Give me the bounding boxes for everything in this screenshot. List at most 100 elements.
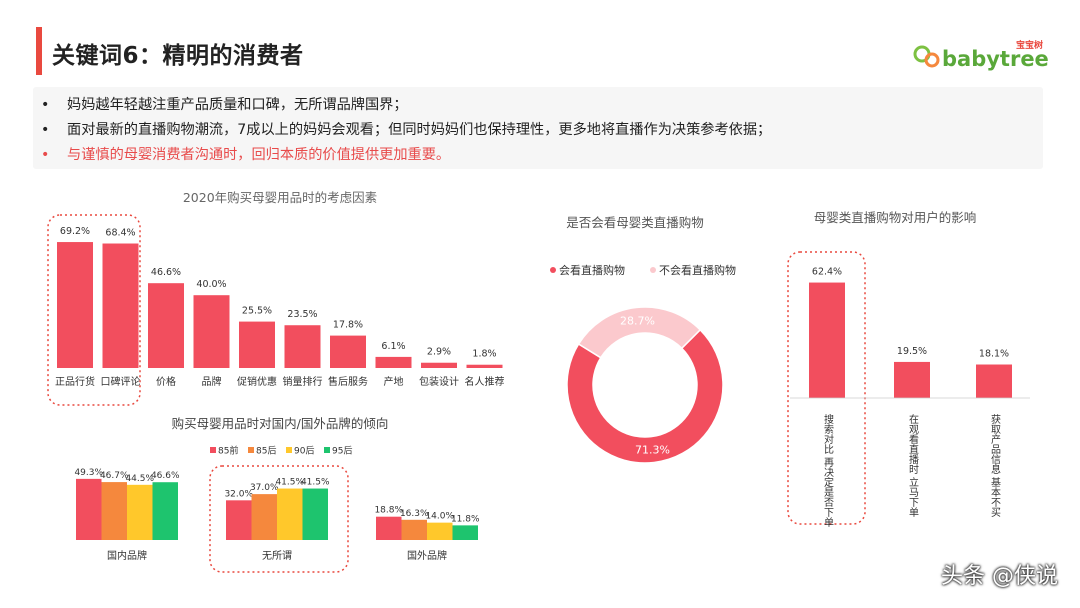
bullet-text: 妈妈越年轻越注重产品质量和口碑，无所谓品牌国界； <box>67 97 408 113</box>
data-label: 41.5% <box>275 478 304 488</box>
legend-swatch <box>248 447 254 453</box>
donut-slice <box>566 328 724 464</box>
bullet-text: 面对最新的直播购物潮流，7成以上的妈妈会观看；但同时妈妈们也保持理性，更多地将直… <box>67 122 772 138</box>
bar <box>101 482 127 540</box>
logo-text-en: babytree <box>942 47 1049 71</box>
tick-label: 销量排行 <box>283 375 323 388</box>
legend-swatch <box>324 447 330 453</box>
livestream-watch-donut-chart: 是否会看母婴类直播购物 会看直播购物 不会看直播购物 71.3% 28.7% <box>550 215 736 464</box>
bar <box>376 516 402 540</box>
bar <box>76 478 102 540</box>
highlight-box <box>209 465 349 573</box>
tick-label: 国内品牌 <box>107 549 147 562</box>
tick-label: 促销优惠 <box>237 375 277 388</box>
legend-swatch <box>650 267 656 273</box>
tick-label: 口碑评论 <box>101 375 141 388</box>
title-accent-bar <box>36 27 42 75</box>
data-label: 68.4% <box>105 228 135 239</box>
data-label: 32.0% <box>224 489 253 499</box>
data-label: 46.6% <box>151 267 181 278</box>
data-label: 69.2% <box>60 226 90 237</box>
data-label: 41.5% <box>301 478 330 488</box>
highlight-box <box>787 251 866 525</box>
tick-label: 价格 <box>156 375 176 388</box>
page-title: 关键词6：精明的消费者 <box>52 43 304 69</box>
logo-text-cn: 宝宝树 <box>1016 39 1043 51</box>
tick-label: 搜索对比 再决定是否下单 <box>822 413 834 528</box>
bar <box>401 519 427 540</box>
bar <box>976 364 1012 398</box>
highlight-box <box>47 214 141 406</box>
bar <box>226 500 252 540</box>
watermark: 头条 @侠说 <box>941 564 1058 589</box>
data-label: 46.7% <box>100 471 129 481</box>
slice-label: 28.7% <box>620 314 655 327</box>
bar <box>427 522 453 540</box>
legend-swatch <box>550 267 556 273</box>
data-label: 62.4% <box>812 267 842 278</box>
chart-title: 母婴类直播购物对用户的影响 <box>814 210 977 225</box>
bar <box>375 356 412 368</box>
data-label: 25.5% <box>242 306 272 317</box>
data-label: 19.5% <box>897 346 927 357</box>
bar <box>57 242 93 368</box>
legend-label: 会看直播购物 <box>559 263 625 277</box>
bar <box>193 295 230 368</box>
data-label: 37.0% <box>250 483 279 493</box>
bar <box>302 488 328 540</box>
tick-label: 包装设计 <box>419 375 459 388</box>
tick-label: 售后服务 <box>328 375 368 388</box>
bar <box>894 361 930 398</box>
data-label: 17.8% <box>333 320 363 331</box>
bar <box>809 282 845 398</box>
legend-label: 85后 <box>256 446 276 457</box>
bullet-item: • 与谨慎的母婴消费者沟通时，回归本质的价值提供更加重要。 <box>41 147 451 163</box>
data-label: 23.5% <box>287 309 317 320</box>
legend-label: 85前 <box>218 445 238 457</box>
data-label: 11.8% <box>451 514 480 524</box>
slice-label: 71.3% <box>635 444 670 457</box>
legend-label: 95后 <box>332 446 352 457</box>
bar <box>239 321 275 368</box>
chart-title: 2020年购买母婴用品时的考虑因素 <box>183 190 377 205</box>
bar <box>102 243 139 368</box>
bar <box>284 325 321 368</box>
tick-label: 国外品牌 <box>407 549 447 562</box>
legend-swatch <box>210 447 216 453</box>
data-label: 14.0% <box>425 512 454 522</box>
factors-bar-chart: 2020年购买母婴用品时的考虑因素 69.2% 正品行货 68.4% 口碑评论 46.6… <box>47 190 505 406</box>
data-label: 16.3% <box>400 509 429 519</box>
bullet-item: • 面对最新的直播购物潮流，7成以上的妈妈会观看；但同时妈妈们也保持理性，更多地将… <box>41 122 772 138</box>
data-label: 18.8% <box>374 506 403 516</box>
tick-label: 无所谓 <box>262 550 292 562</box>
bar <box>452 525 478 540</box>
livestream-impact-bar-chart: 母婴类直播购物对用户的影响 62.4% 搜索对比 再决定是否下单 19.5% 在观看直… <box>787 210 1030 528</box>
summary-box: • 妈妈越年轻越注重产品质量和口碑，无所谓品牌国界； • 面对最新的直播购物潮流，7… <box>33 87 1043 169</box>
tick-label: 产地 <box>384 375 404 388</box>
tick-label: 正品行货 <box>55 375 95 388</box>
bar <box>152 482 178 540</box>
legend-label: 90后 <box>294 446 314 457</box>
data-label: 46.6% <box>151 471 180 481</box>
brand-preference-bar-chart: 购买母婴用品时对国内/国外品牌的倾向 85前 85后 90后 95后 49.3%46.… <box>74 416 480 573</box>
donut-slice <box>577 306 702 359</box>
data-label: 1.8% <box>472 349 496 360</box>
data-label: 44.5% <box>125 474 154 484</box>
legend-label: 不会看直播购物 <box>659 263 736 277</box>
bar <box>251 494 277 540</box>
tick-label: 名人推荐 <box>465 375 505 388</box>
tick-label: 在观看直播时 立马下单 <box>907 414 919 518</box>
chart-title: 购买母婴用品时对国内/国外品牌的倾向 <box>172 416 389 431</box>
legend-swatch <box>286 447 292 453</box>
bar <box>466 364 503 368</box>
bar <box>277 488 303 540</box>
data-label: 49.3% <box>74 468 103 478</box>
bar <box>330 335 366 368</box>
bar <box>421 362 457 368</box>
chart-title: 是否会看母婴类直播购物 <box>566 215 704 230</box>
bullet-item: • 妈妈越年轻越注重产品质量和口碑，无所谓品牌国界； <box>41 97 408 113</box>
bullet-text: 与谨慎的母婴消费者沟通时，回归本质的价值提供更加重要。 <box>67 147 451 163</box>
data-label: 18.1% <box>979 349 1009 360</box>
tick-label: 品牌 <box>202 375 222 388</box>
data-label: 6.1% <box>381 341 405 352</box>
